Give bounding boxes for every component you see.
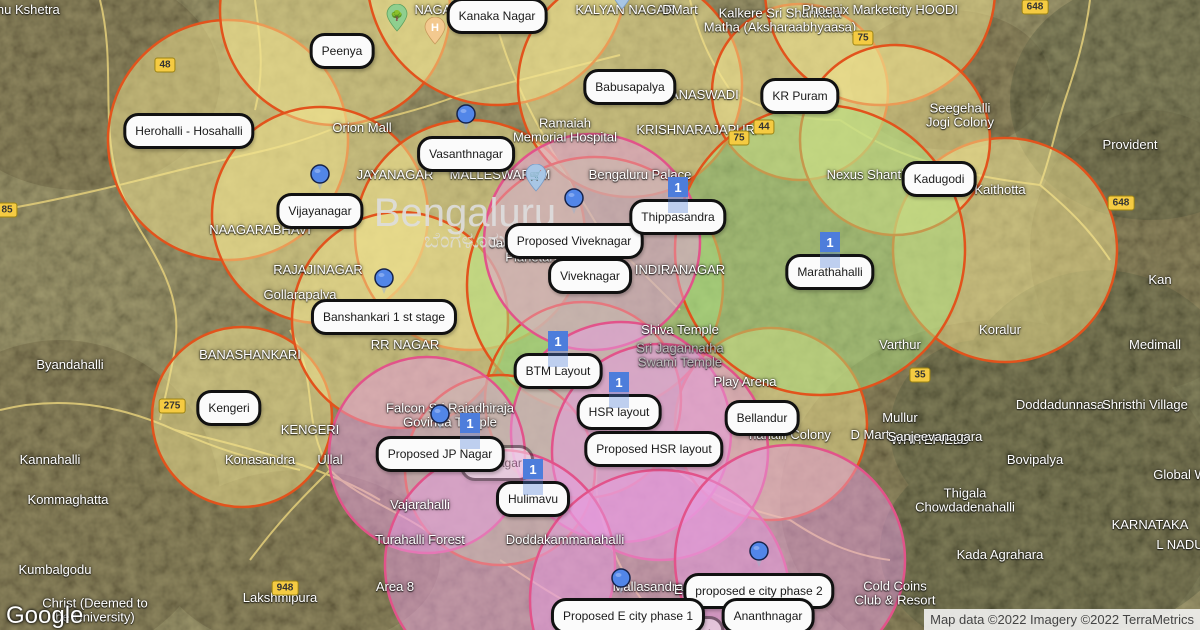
svg-text:🛒: 🛒 <box>530 169 542 182</box>
svg-text:H: H <box>431 22 439 34</box>
svg-text:🌳: 🌳 <box>391 9 403 22</box>
